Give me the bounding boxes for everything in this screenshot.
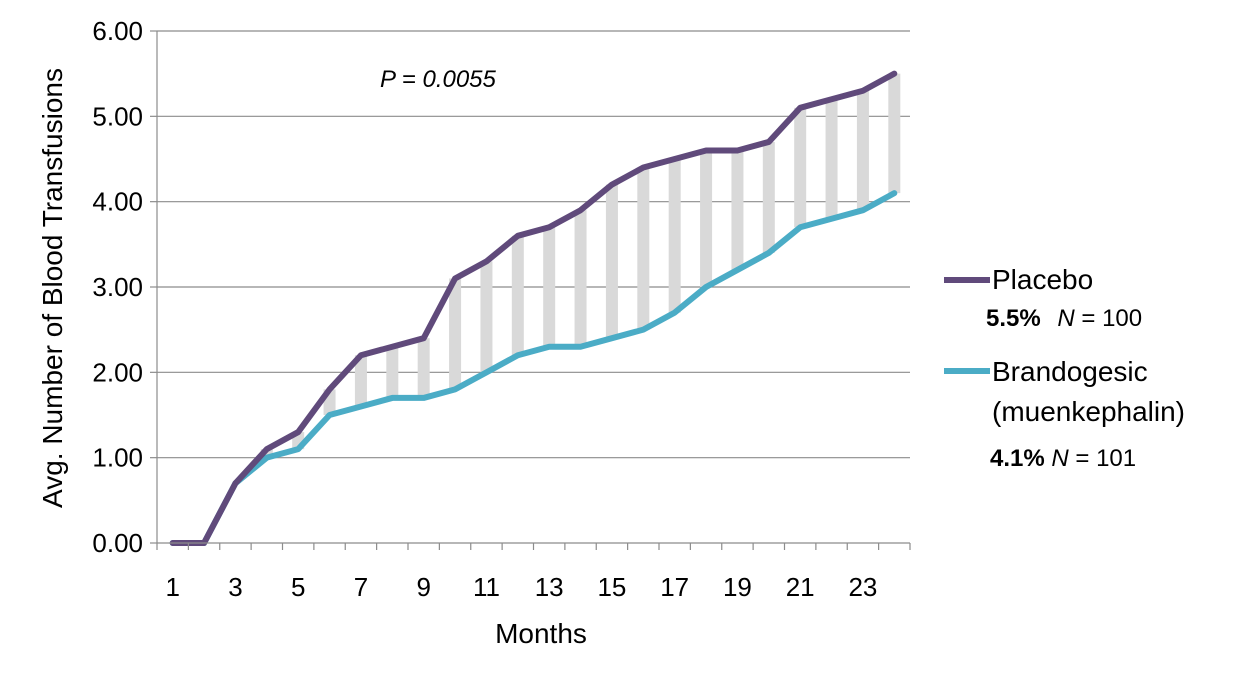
x-tick-label: 15: [597, 572, 626, 602]
difference-bar: [668, 159, 681, 313]
legend-stat-placebo: 5.5% N = 100: [986, 305, 1142, 332]
y-tick-label: 2.00: [92, 357, 143, 387]
difference-bar: [637, 167, 650, 330]
difference-bar: [856, 90, 869, 211]
legend-stat-brandogesic: 4.1% N = 101: [990, 445, 1136, 472]
x-tick-label: 1: [165, 572, 179, 602]
difference-bar: [605, 184, 618, 339]
series-line-placebo: [169, 70, 898, 546]
x-tick-label: 17: [660, 572, 689, 602]
difference-bar: [449, 278, 462, 390]
y-tick-labels: 0.00 1.00 2.00 3.00 4.00 5.00 6.00: [92, 16, 143, 558]
difference-bar: [511, 235, 524, 356]
difference-bar: [888, 73, 901, 194]
difference-bar: [794, 107, 807, 228]
difference-bar: [543, 227, 556, 347]
x-tick-label: 13: [535, 572, 564, 602]
legend-label-brandogesic-line2: (muenkephalin): [992, 396, 1185, 427]
series-lines: [169, 70, 898, 546]
series-line-brandogesic: [169, 190, 898, 546]
y-tick-label: 5.00: [92, 101, 143, 131]
x-tick-label: 21: [786, 572, 815, 602]
difference-bar: [417, 338, 430, 398]
difference-bar: [825, 99, 838, 219]
gridlines: [157, 30, 910, 459]
y-axis-title: Avg. Number of Blood Transfusions: [37, 68, 68, 508]
y-tick-label: 6.00: [92, 16, 143, 46]
difference-bar: [386, 346, 399, 398]
y-tick-label: 3.00: [92, 272, 143, 302]
x-tick-label: 5: [291, 572, 305, 602]
difference-bar: [762, 141, 775, 253]
legend-label-placebo: Placebo: [992, 264, 1093, 295]
difference-bar: [354, 355, 367, 407]
x-tick-label: 3: [228, 572, 242, 602]
axes: [150, 30, 911, 550]
y-tick-label: 4.00: [92, 187, 143, 217]
y-tick-label: 1.00: [92, 443, 143, 473]
x-tick-labels: 1 3 5 7 9 11 13 15 17 19 21 23: [165, 572, 877, 602]
x-tick-label: 9: [416, 572, 430, 602]
legend: Placebo 5.5% N = 100 Brandogesic (muenke…: [944, 264, 1185, 472]
difference-bar: [731, 150, 744, 270]
difference-bars: [260, 73, 901, 458]
x-axis-title: Months: [495, 618, 587, 649]
y-tick-label: 0.00: [92, 528, 143, 558]
x-tick-label: 19: [723, 572, 752, 602]
p-value-annotation: P = 0.0055: [380, 66, 497, 93]
difference-bar: [574, 210, 587, 347]
x-tick-label: 11: [473, 572, 500, 602]
difference-bar: [700, 150, 713, 287]
x-tick-label: 7: [354, 572, 368, 602]
legend-label-brandogesic: Brandogesic: [992, 356, 1148, 387]
x-tick-label: 23: [848, 572, 877, 602]
difference-bar: [480, 261, 493, 373]
